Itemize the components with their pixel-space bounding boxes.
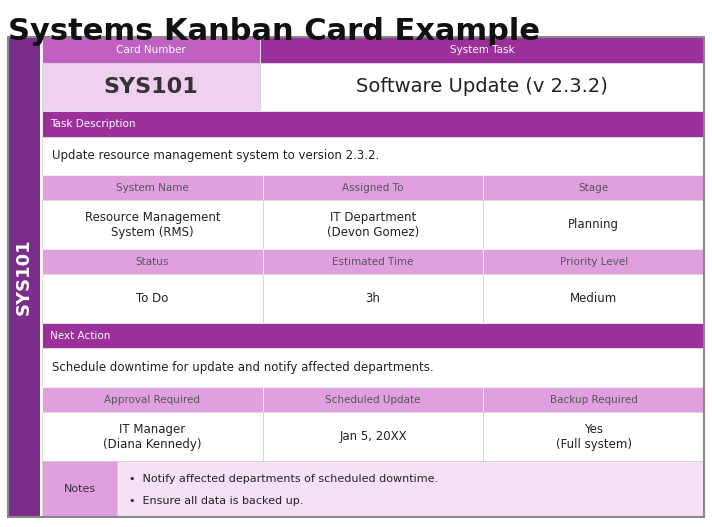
Text: Approval Required: Approval Required [105,395,200,405]
Bar [263,275,483,323]
Text: Systems Kanban Card Example: Systems Kanban Card Example [8,17,540,46]
Text: Estimated Time: Estimated Time [333,257,414,267]
Text: Backup Required: Backup Required [550,395,638,405]
Text: Planning: Planning [568,218,619,231]
Text: Yes
(Full system): Yes (Full system) [555,423,632,451]
Bar [483,387,704,412]
Bar [42,200,263,249]
Bar [263,200,483,249]
Bar [483,275,704,323]
Bar [483,412,704,461]
Text: SYS101: SYS101 [15,239,33,315]
Text: Status: Status [136,257,169,267]
Text: Assigned To: Assigned To [342,183,404,193]
Text: Next Action: Next Action [50,331,110,341]
Bar [261,37,704,63]
Bar [263,175,483,200]
Text: Priority Level: Priority Level [560,257,628,267]
Bar [42,136,704,175]
Bar [263,412,483,461]
Bar [42,412,263,461]
Bar [483,175,704,200]
Text: Schedule downtime for update and notify affected departments.: Schedule downtime for update and notify … [52,361,434,374]
Bar [483,249,704,275]
Bar [42,249,263,275]
Text: Jan 5, 20XX: Jan 5, 20XX [339,430,407,443]
Text: 3h: 3h [365,292,380,305]
Text: System Task: System Task [450,45,515,55]
Bar [117,461,704,517]
Bar [42,111,704,136]
Bar [42,275,263,323]
Bar [42,323,704,348]
Text: SYS101: SYS101 [104,77,199,97]
Text: Stage: Stage [579,183,609,193]
Text: Medium: Medium [570,292,617,305]
Bar [42,63,261,111]
Bar [42,175,263,200]
Text: Task Description: Task Description [50,119,135,129]
Text: •  Notify affected departments of scheduled downtime.: • Notify affected departments of schedul… [129,474,438,484]
Text: Resource Management
System (RMS): Resource Management System (RMS) [85,211,220,239]
Text: IT Department
(Devon Gomez): IT Department (Devon Gomez) [327,211,419,239]
Bar [263,249,483,275]
Bar [42,348,704,387]
Text: Scheduled Update: Scheduled Update [325,395,421,405]
Text: Update resource management system to version 2.3.2.: Update resource management system to ver… [52,149,379,162]
Bar [483,200,704,249]
Text: To Do: To Do [136,292,169,305]
Bar [263,387,483,412]
Bar [8,37,40,517]
Text: •  Ensure all data is backed up.: • Ensure all data is backed up. [129,496,303,506]
Bar [42,461,117,517]
Text: Card Number: Card Number [116,45,186,55]
Text: Notes: Notes [63,484,95,494]
Text: System Name: System Name [116,183,189,193]
Text: IT Manager
(Diana Kennedy): IT Manager (Diana Kennedy) [103,423,201,451]
Bar [42,37,261,63]
Bar [42,387,263,412]
Text: Software Update (v 2.3.2): Software Update (v 2.3.2) [356,77,608,96]
Bar [261,63,704,111]
